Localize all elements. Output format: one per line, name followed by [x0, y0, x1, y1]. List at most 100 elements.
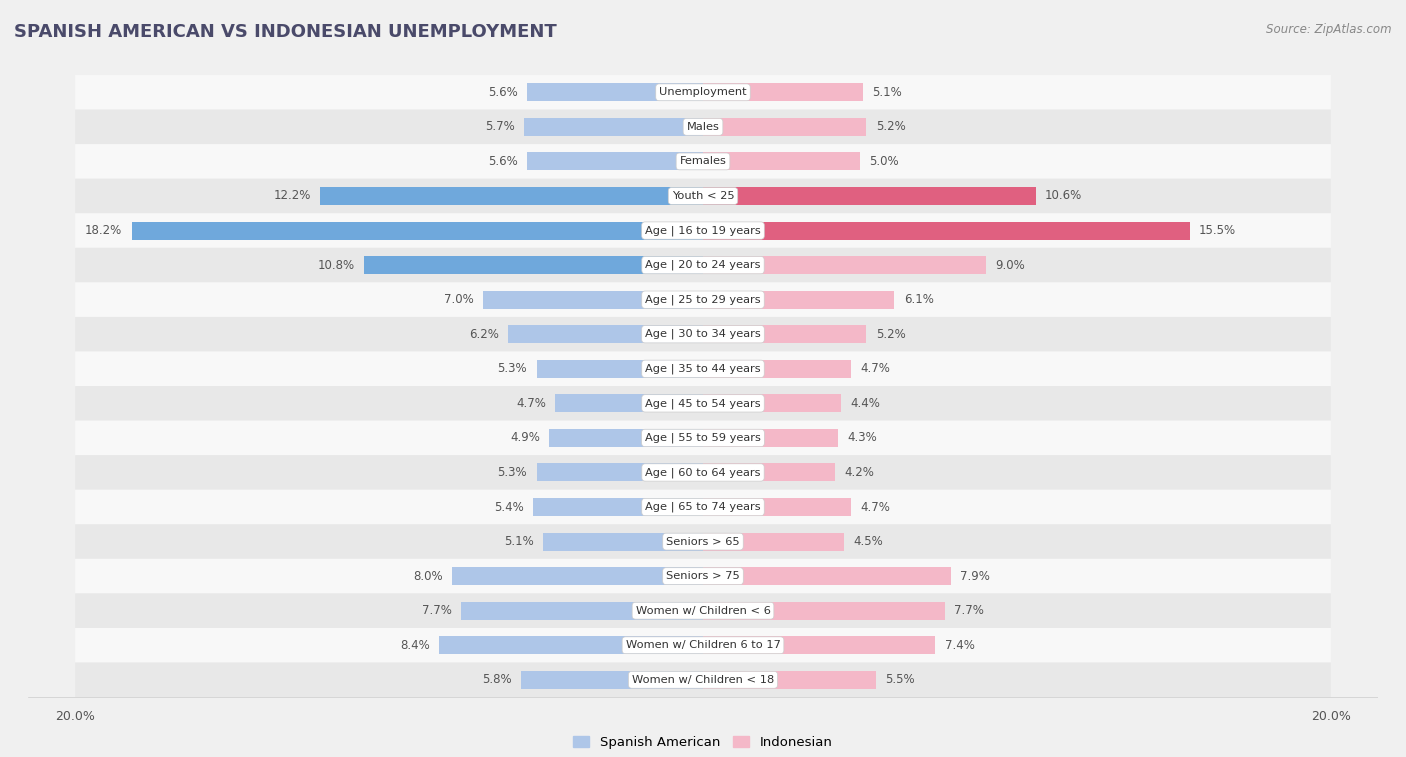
Text: 4.7%: 4.7%	[860, 363, 890, 375]
Text: Age | 65 to 74 years: Age | 65 to 74 years	[645, 502, 761, 512]
Text: 18.2%: 18.2%	[84, 224, 122, 237]
Text: 6.1%: 6.1%	[904, 293, 934, 306]
FancyBboxPatch shape	[75, 559, 1331, 593]
Text: 5.5%: 5.5%	[884, 673, 915, 687]
Bar	[132, 222, 703, 239]
Text: Seniors > 75: Seniors > 75	[666, 571, 740, 581]
FancyBboxPatch shape	[75, 351, 1331, 386]
Bar	[703, 256, 986, 274]
Text: SPANISH AMERICAN VS INDONESIAN UNEMPLOYMENT: SPANISH AMERICAN VS INDONESIAN UNEMPLOYM…	[14, 23, 557, 41]
Text: Age | 60 to 64 years: Age | 60 to 64 years	[645, 467, 761, 478]
Text: 5.6%: 5.6%	[488, 155, 517, 168]
Text: 7.4%: 7.4%	[945, 639, 974, 652]
Text: Youth < 25: Youth < 25	[672, 191, 734, 201]
FancyBboxPatch shape	[75, 75, 1331, 110]
Text: 10.8%: 10.8%	[318, 259, 354, 272]
Text: Males: Males	[686, 122, 720, 132]
Bar	[703, 429, 838, 447]
Text: Age | 25 to 29 years: Age | 25 to 29 years	[645, 294, 761, 305]
Bar	[703, 463, 835, 481]
Bar	[533, 498, 703, 516]
Text: 8.0%: 8.0%	[413, 570, 443, 583]
Text: 4.7%: 4.7%	[860, 500, 890, 513]
Bar	[537, 463, 703, 481]
Text: 5.3%: 5.3%	[498, 363, 527, 375]
Bar	[703, 187, 1036, 205]
Bar	[527, 83, 703, 101]
FancyBboxPatch shape	[75, 490, 1331, 525]
Text: 9.0%: 9.0%	[995, 259, 1025, 272]
Text: 6.2%: 6.2%	[470, 328, 499, 341]
Bar	[461, 602, 703, 620]
Text: Age | 45 to 54 years: Age | 45 to 54 years	[645, 398, 761, 409]
Text: 4.4%: 4.4%	[851, 397, 880, 410]
FancyBboxPatch shape	[75, 628, 1331, 662]
Text: 7.7%: 7.7%	[422, 604, 451, 617]
Text: 4.9%: 4.9%	[510, 431, 540, 444]
Text: 5.1%: 5.1%	[503, 535, 533, 548]
Bar	[451, 567, 703, 585]
FancyBboxPatch shape	[75, 282, 1331, 317]
Text: 5.8%: 5.8%	[482, 673, 512, 687]
Bar	[522, 671, 703, 689]
Text: Seniors > 65: Seniors > 65	[666, 537, 740, 547]
Text: 5.2%: 5.2%	[876, 328, 905, 341]
Bar	[703, 498, 851, 516]
FancyBboxPatch shape	[75, 144, 1331, 179]
Text: 5.2%: 5.2%	[876, 120, 905, 133]
FancyBboxPatch shape	[75, 662, 1331, 697]
Text: 4.3%: 4.3%	[848, 431, 877, 444]
Text: 5.4%: 5.4%	[495, 500, 524, 513]
Bar	[703, 533, 844, 550]
Text: 4.5%: 4.5%	[853, 535, 883, 548]
Text: Age | 20 to 24 years: Age | 20 to 24 years	[645, 260, 761, 270]
Text: Women w/ Children < 18: Women w/ Children < 18	[631, 674, 775, 685]
FancyBboxPatch shape	[75, 248, 1331, 282]
Text: 5.6%: 5.6%	[488, 86, 517, 99]
Text: Age | 55 to 59 years: Age | 55 to 59 years	[645, 433, 761, 443]
Bar	[703, 394, 841, 413]
Bar	[439, 637, 703, 654]
Text: Age | 16 to 19 years: Age | 16 to 19 years	[645, 226, 761, 236]
Legend: Spanish American, Indonesian: Spanish American, Indonesian	[568, 731, 838, 755]
Bar	[555, 394, 703, 413]
FancyBboxPatch shape	[75, 455, 1331, 490]
Text: 15.5%: 15.5%	[1199, 224, 1236, 237]
FancyBboxPatch shape	[75, 213, 1331, 248]
Bar	[537, 360, 703, 378]
Bar	[543, 533, 703, 550]
FancyBboxPatch shape	[75, 317, 1331, 351]
Text: Age | 30 to 34 years: Age | 30 to 34 years	[645, 329, 761, 339]
Bar	[509, 326, 703, 343]
Bar	[364, 256, 703, 274]
Bar	[703, 222, 1189, 239]
FancyBboxPatch shape	[75, 421, 1331, 455]
Bar	[484, 291, 703, 309]
Text: 5.7%: 5.7%	[485, 120, 515, 133]
Bar	[703, 602, 945, 620]
FancyBboxPatch shape	[75, 110, 1331, 144]
Bar	[703, 118, 866, 136]
FancyBboxPatch shape	[75, 525, 1331, 559]
FancyBboxPatch shape	[75, 386, 1331, 421]
Text: 4.7%: 4.7%	[516, 397, 546, 410]
Text: Women w/ Children 6 to 17: Women w/ Children 6 to 17	[626, 640, 780, 650]
Text: 7.7%: 7.7%	[955, 604, 984, 617]
Bar	[703, 83, 863, 101]
Text: Source: ZipAtlas.com: Source: ZipAtlas.com	[1267, 23, 1392, 36]
Bar	[524, 118, 703, 136]
Text: 10.6%: 10.6%	[1045, 189, 1083, 202]
Text: 7.0%: 7.0%	[444, 293, 474, 306]
Bar	[703, 291, 894, 309]
Bar	[703, 326, 866, 343]
Text: 5.3%: 5.3%	[498, 466, 527, 479]
Bar	[703, 567, 950, 585]
Text: 5.1%: 5.1%	[873, 86, 903, 99]
Text: 5.0%: 5.0%	[869, 155, 898, 168]
Bar	[321, 187, 703, 205]
Bar	[550, 429, 703, 447]
FancyBboxPatch shape	[75, 179, 1331, 213]
Text: Unemployment: Unemployment	[659, 87, 747, 98]
Text: 8.4%: 8.4%	[401, 639, 430, 652]
Text: Females: Females	[679, 157, 727, 167]
